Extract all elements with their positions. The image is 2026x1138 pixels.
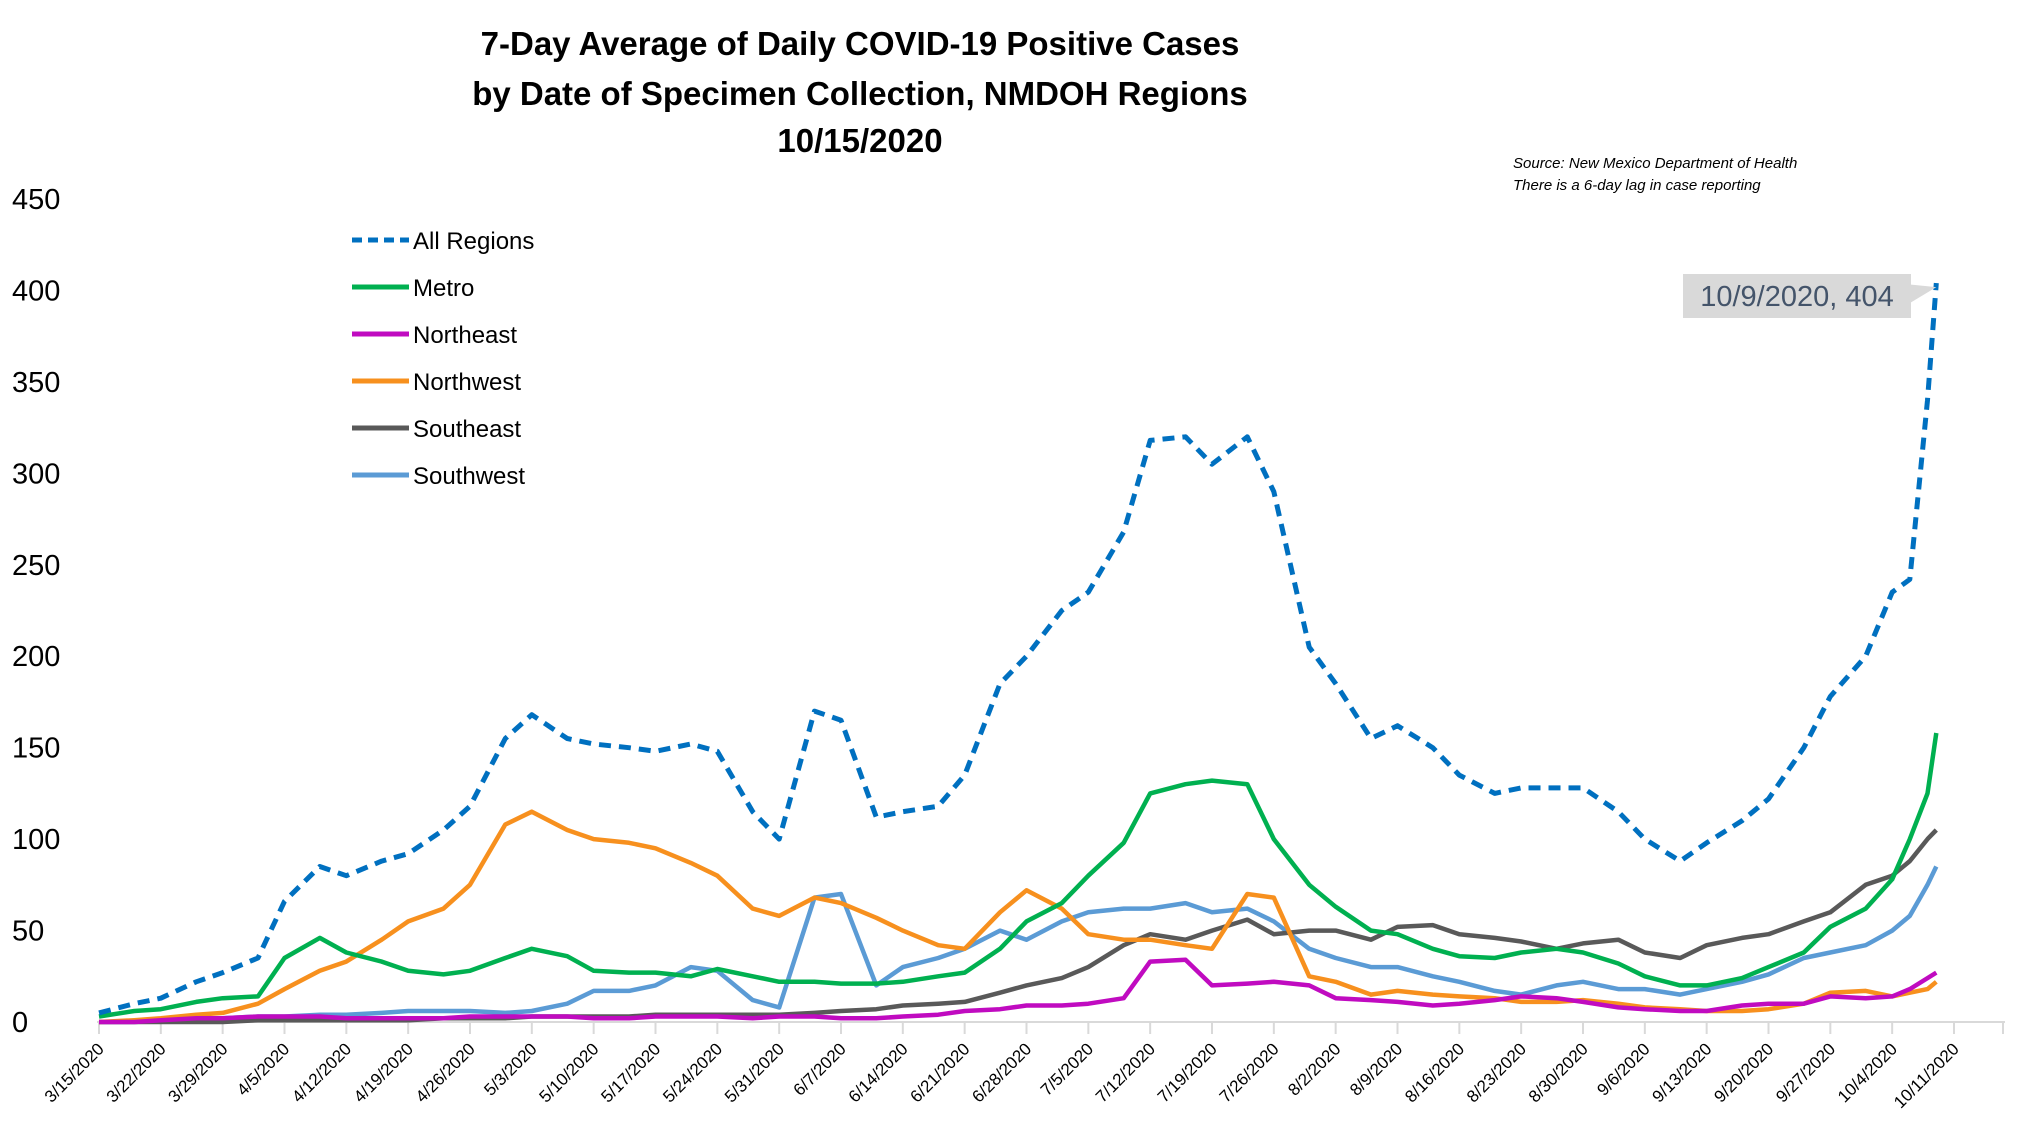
data-callout: 10/9/2020, 404 xyxy=(1683,274,1937,318)
series-line-southwest xyxy=(99,865,1939,1025)
x-tick-label: 8/2/2020 xyxy=(1284,1039,1344,1099)
x-tick-label: 3/22/2020 xyxy=(103,1039,170,1106)
legend-item-southwest: Southwest xyxy=(352,463,525,490)
callout-box xyxy=(1683,274,1911,318)
legend-label: Southeast xyxy=(413,416,521,443)
x-tick-label: 9/6/2020 xyxy=(1593,1039,1653,1099)
x-tick-label: 3/29/2020 xyxy=(165,1039,232,1106)
legend-label: All Regions xyxy=(413,228,534,255)
legend-item-southeast: Southeast xyxy=(352,416,521,443)
x-tick-label: 5/17/2020 xyxy=(597,1039,664,1106)
chart-title-line-2: by Date of Specimen Collection, NMDOH Re… xyxy=(472,75,1248,112)
x-tick-label: 7/19/2020 xyxy=(1154,1039,1221,1106)
y-tick-label: 450 xyxy=(12,184,60,216)
series-line-metro xyxy=(98,732,1939,1019)
y-tick-label: 50 xyxy=(12,916,44,948)
x-tick-label: 6/14/2020 xyxy=(845,1039,912,1106)
x-tick-label: 6/21/2020 xyxy=(907,1039,974,1106)
y-tick-label: 100 xyxy=(12,824,60,856)
x-tick-label: 6/28/2020 xyxy=(968,1039,1035,1106)
chart-title-line-3: 10/15/2020 xyxy=(777,122,942,159)
legend-item-northeast: Northeast xyxy=(352,322,517,349)
x-tick-label: 8/30/2020 xyxy=(1525,1039,1592,1106)
legend-item-northwest: Northwest xyxy=(352,369,521,396)
x-tick-label: 4/26/2020 xyxy=(412,1039,479,1106)
lag-note: There is a 6-day lag in case reporting xyxy=(1513,177,1761,194)
x-tick-label: 10/11/2020 xyxy=(1890,1039,1963,1112)
legend-item-metro: Metro xyxy=(352,275,474,302)
y-tick-label: 150 xyxy=(12,733,60,765)
x-tick-label: 9/27/2020 xyxy=(1772,1039,1839,1106)
y-tick-label: 0 xyxy=(12,1007,28,1039)
x-tick-label: 4/19/2020 xyxy=(350,1039,417,1106)
x-tick-label: 10/4/2020 xyxy=(1834,1039,1901,1106)
x-tick-label: 7/26/2020 xyxy=(1216,1039,1283,1106)
y-tick-label: 350 xyxy=(12,367,60,399)
y-tick-label: 250 xyxy=(12,550,60,582)
legend: All Regions Metro Northeast Northwest Southe… xyxy=(352,228,534,490)
x-tick-label: 5/24/2020 xyxy=(659,1039,726,1106)
x-tick-label: 8/9/2020 xyxy=(1346,1039,1406,1099)
x-tick-label: 7/5/2020 xyxy=(1037,1039,1097,1099)
callout-label: 10/9/2020, 404 xyxy=(1700,281,1894,313)
source-note: Source: New Mexico Department of Health xyxy=(1513,155,1797,172)
x-tick-label: 9/13/2020 xyxy=(1649,1039,1716,1106)
x-tick-label: 5/3/2020 xyxy=(480,1039,540,1099)
x-tick-label: 5/10/2020 xyxy=(536,1039,603,1106)
series-lines xyxy=(98,282,1939,1025)
series-line-all-regions xyxy=(98,282,1939,1016)
y-tick-label: 200 xyxy=(12,641,60,673)
x-tick-label: 3/15/2020 xyxy=(41,1039,108,1106)
x-tick-label: 8/16/2020 xyxy=(1401,1039,1468,1106)
legend-label: Metro xyxy=(413,275,474,302)
legend-item-all-regions: All Regions xyxy=(352,228,534,255)
x-tick-label: 5/31/2020 xyxy=(721,1039,788,1106)
x-tick-label: 9/20/2020 xyxy=(1710,1039,1777,1106)
x-tick-label: 6/7/2020 xyxy=(790,1039,850,1099)
x-tick-label: 7/12/2020 xyxy=(1092,1039,1159,1106)
chart-title-line-1: 7-Day Average of Daily COVID-19 Positive… xyxy=(481,25,1240,62)
x-tick-label: 4/5/2020 xyxy=(233,1039,293,1099)
legend-label: Northeast xyxy=(413,322,517,349)
callout-pointer xyxy=(1905,284,1937,306)
series-line-northeast xyxy=(99,957,1938,1025)
y-tick-label: 400 xyxy=(12,275,60,307)
y-tick-label: 300 xyxy=(12,458,60,490)
x-tick-label: 8/23/2020 xyxy=(1463,1039,1530,1106)
x-tick-label: 4/12/2020 xyxy=(288,1039,355,1106)
legend-label: Northwest xyxy=(413,369,521,396)
legend-label: Southwest xyxy=(413,463,525,490)
